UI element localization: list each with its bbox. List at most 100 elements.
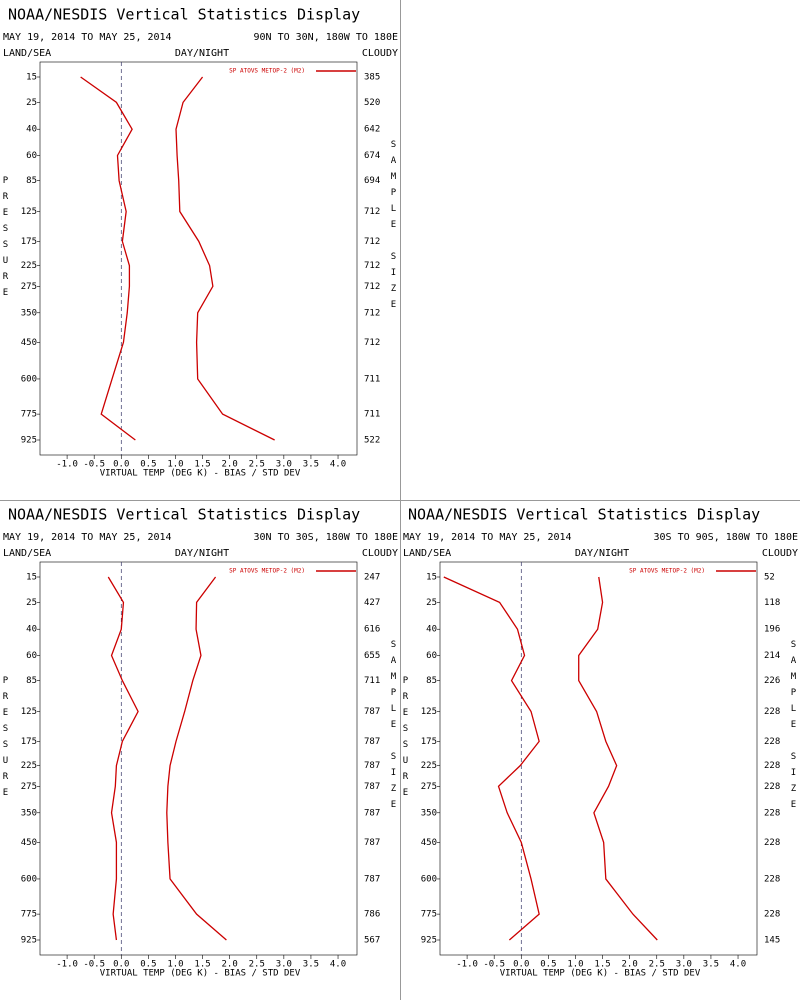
- sample-size: 711: [364, 410, 380, 420]
- legend-label: SP ATOVS METOP-2 (M2): [229, 68, 305, 75]
- profile-line: [166, 576, 227, 941]
- sample-size: 385: [364, 73, 380, 83]
- region: 30S TO 90S, 180W TO 180E: [654, 532, 799, 543]
- sample-size: 711: [364, 374, 380, 384]
- sample-size: 228: [764, 707, 780, 717]
- sample-size: 228: [764, 808, 780, 818]
- sample-size: 712: [364, 261, 380, 271]
- x-tick-label: 3.5: [303, 960, 319, 970]
- y-tick-label: 350: [21, 308, 37, 318]
- profile-line: [107, 576, 139, 941]
- x-tick-label: -1.0: [56, 460, 78, 470]
- sample-size: 214: [764, 651, 780, 661]
- x-tick-label: 4.0: [330, 960, 346, 970]
- y-tick-label: 600: [21, 874, 37, 884]
- sample-size: 228: [764, 838, 780, 848]
- x-tick-label: 3.5: [703, 960, 719, 970]
- x-tick-label: 0.5: [140, 460, 156, 470]
- day-night: DAY/NIGHT: [575, 548, 629, 559]
- chart-title: NOAA/NESDIS Vertical Statistics Display: [8, 6, 360, 24]
- y-tick-label: 25: [426, 598, 437, 608]
- day-night: DAY/NIGHT: [175, 548, 229, 559]
- sample-size: 787: [364, 737, 380, 747]
- x-tick-label: 1.0: [167, 460, 183, 470]
- sample-size: 787: [364, 707, 380, 717]
- y-tick-label: 175: [21, 237, 37, 247]
- sample-size: 674: [364, 151, 380, 161]
- x-tick-label: 0.0: [113, 960, 129, 970]
- sample-size: 145: [764, 936, 780, 946]
- region: 30N TO 30S, 180W TO 180E: [254, 532, 399, 543]
- x-tick-label: 2.5: [249, 460, 265, 470]
- y-tick-label: 775: [421, 910, 437, 920]
- y-tick-label: 175: [21, 737, 37, 747]
- x-tick-label: 3.0: [276, 960, 292, 970]
- y-tick-label: 125: [21, 707, 37, 717]
- day-night: DAY/NIGHT: [175, 48, 229, 59]
- x-tick-label: 2.0: [622, 960, 638, 970]
- sample-size: 712: [364, 207, 380, 217]
- y2-axis-label: SAMPLE SIZE: [389, 640, 399, 816]
- y-tick-label: 600: [21, 374, 37, 384]
- x-tick-label: 2.0: [222, 460, 238, 470]
- sample-size: 247: [364, 573, 380, 583]
- x-tick-label: 2.0: [222, 960, 238, 970]
- y-tick-label: 40: [426, 625, 437, 635]
- sample-size: 787: [364, 838, 380, 848]
- x-tick-label: 0.0: [513, 960, 529, 970]
- y-tick-label: 775: [21, 410, 37, 420]
- y-tick-label: 275: [421, 782, 437, 792]
- profile-line: [80, 76, 136, 441]
- profile-line: [578, 576, 658, 941]
- sample-size: 520: [364, 98, 380, 108]
- x-axis-label: VIRTUAL TEMP (DEG K) - BIAS / STD DEV: [500, 969, 701, 979]
- x-tick-label: 3.5: [303, 460, 319, 470]
- sample-size: 427: [364, 598, 380, 608]
- x-tick-label: -1.0: [56, 960, 78, 970]
- x-tick-label: 1.5: [594, 960, 610, 970]
- x-tick-label: 1.5: [194, 460, 210, 470]
- date-range: MAY 19, 2014 TO MAY 25, 2014: [403, 532, 572, 543]
- sample-size: 118: [764, 598, 780, 608]
- y-tick-label: 40: [26, 125, 37, 135]
- y-tick-label: 85: [26, 676, 37, 686]
- sample-size: 52: [764, 573, 775, 583]
- sample-size: 787: [364, 782, 380, 792]
- sample-size: 787: [364, 808, 380, 818]
- y-axis-label: PRESSURE: [1, 676, 11, 804]
- y-tick-label: 40: [26, 625, 37, 635]
- x-tick-label: 4.0: [330, 460, 346, 470]
- x-axis-label: VIRTUAL TEMP (DEG K) - BIAS / STD DEV: [100, 969, 301, 979]
- y-tick-label: 925: [21, 436, 37, 446]
- x-tick-label: -0.5: [83, 960, 105, 970]
- sample-size: 228: [764, 737, 780, 747]
- y-tick-label: 450: [421, 838, 437, 848]
- sample-size: 787: [364, 874, 380, 884]
- x-tick-label: 1.0: [167, 960, 183, 970]
- sample-size: 567: [364, 936, 380, 946]
- sample-size: 196: [764, 625, 780, 635]
- x-tick-label: 2.5: [249, 960, 265, 970]
- y-axis-label: PRESSURE: [401, 676, 411, 804]
- y-tick-label: 350: [421, 808, 437, 818]
- y-tick-label: 775: [21, 910, 37, 920]
- y-tick-label: 125: [421, 707, 437, 717]
- legend-label: SP ATOVS METOP-2 (M2): [229, 568, 305, 575]
- x-tick-label: 3.0: [676, 960, 692, 970]
- y-tick-label: 225: [21, 261, 37, 271]
- x-tick-label: 2.5: [649, 960, 665, 970]
- y-tick-label: 60: [426, 651, 437, 661]
- plot-frame: [439, 561, 758, 956]
- land-sea: LAND/SEA: [3, 548, 51, 559]
- sample-size: 226: [764, 676, 780, 686]
- panel: NOAA/NESDIS Vertical Statistics Display M…: [401, 506, 799, 979]
- land-sea: LAND/SEA: [3, 48, 51, 59]
- date-range: MAY 19, 2014 TO MAY 25, 2014: [3, 532, 172, 543]
- y-tick-label: 15: [26, 573, 37, 583]
- sample-size: 786: [364, 910, 380, 920]
- x-tick-label: 0.5: [140, 960, 156, 970]
- sample-size: 522: [364, 436, 380, 446]
- cloud: CLOUDY: [362, 548, 398, 559]
- panel: NOAA/NESDIS Vertical Statistics Display M…: [1, 506, 399, 979]
- sample-size: 712: [364, 338, 380, 348]
